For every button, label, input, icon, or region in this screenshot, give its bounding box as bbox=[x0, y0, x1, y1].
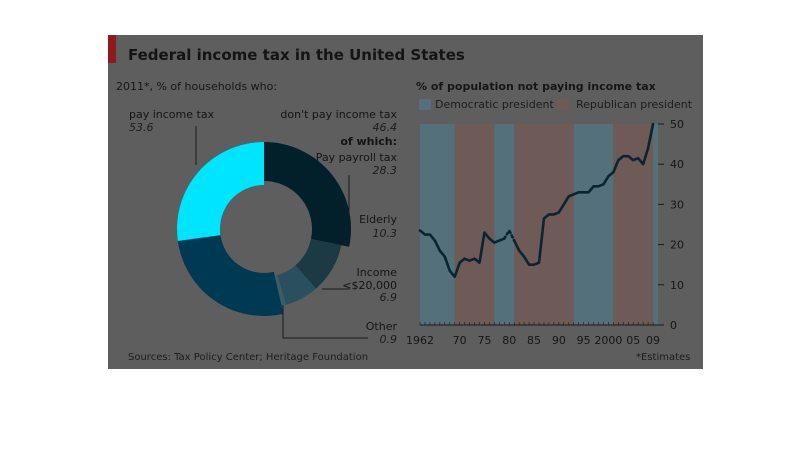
value-income-under-20000: 6.9 bbox=[379, 291, 398, 304]
y-tick-label: 20 bbox=[670, 239, 684, 252]
x-tick-label: 1962 bbox=[406, 334, 434, 347]
y-tick-label: 30 bbox=[670, 198, 684, 211]
donut-slice-income-under-20000 bbox=[277, 265, 316, 305]
label-of-which: of which: bbox=[340, 135, 397, 148]
x-tick-label: 90 bbox=[552, 334, 566, 347]
donut-highlight-pay bbox=[177, 142, 264, 242]
value-pay-payroll-tax: 28.3 bbox=[372, 164, 398, 177]
accent-bar bbox=[108, 35, 116, 63]
series-line-1 bbox=[502, 229, 516, 242]
line-subtitle: % of population not paying income tax bbox=[416, 80, 656, 93]
value-other: 0.9 bbox=[379, 333, 398, 346]
x-tick-label: 2000 bbox=[594, 334, 622, 347]
donut-slice-other bbox=[274, 275, 287, 306]
y-tick-label: 40 bbox=[670, 158, 684, 171]
x-tick-label: 85 bbox=[527, 334, 541, 347]
label-income-under-20000: Income <$20,000 bbox=[342, 266, 397, 292]
label-pay-income-tax: pay income tax bbox=[129, 108, 215, 121]
sources-note: Sources: Tax Policy Center; Heritage Fou… bbox=[128, 352, 369, 363]
legend-swatch-republican bbox=[557, 99, 569, 110]
figure-title: Federal income tax in the United States bbox=[128, 46, 465, 64]
donut-slice-payroll-tax bbox=[264, 142, 351, 247]
legend-label-democratic: Democratic president bbox=[435, 98, 554, 111]
band-democratic-4 bbox=[573, 124, 614, 325]
x-tick-label: 70 bbox=[453, 334, 467, 347]
label-pay-payroll-tax: Pay payroll tax bbox=[315, 151, 397, 164]
legend-swatch-democratic bbox=[419, 99, 431, 110]
legend-label-republican: Republican president bbox=[576, 98, 693, 111]
leader-other bbox=[282, 305, 368, 339]
x-tick-label: 95 bbox=[577, 334, 591, 347]
value-elderly: 10.3 bbox=[372, 227, 398, 240]
band-democratic-0 bbox=[420, 124, 455, 325]
label-dont-pay-income-tax: don't pay income tax bbox=[280, 108, 397, 121]
band-democratic-6 bbox=[653, 124, 658, 325]
x-tick-label: 09 bbox=[646, 334, 660, 347]
label-other: Other bbox=[365, 320, 397, 333]
value-dont-pay-income-tax: 46.4 bbox=[372, 121, 398, 134]
x-tick-label: 05 bbox=[626, 334, 640, 347]
label-elderly: Elderly bbox=[359, 213, 397, 226]
y-tick-label: 0 bbox=[670, 319, 677, 332]
y-tick-label: 10 bbox=[670, 279, 684, 292]
line-chart: 1962 70 75 80 85 90 95 2000 05 09 0 10 20 30 40 50 bbox=[406, 118, 684, 347]
y-tick-label: 50 bbox=[670, 118, 684, 131]
series-line-0 bbox=[418, 229, 506, 279]
donut-subtitle: 2011*, % of households who: bbox=[116, 80, 278, 93]
donut-chart bbox=[177, 126, 368, 339]
donut-slice-elderly bbox=[295, 238, 342, 289]
band-democratic-2 bbox=[494, 124, 515, 325]
x-tick-label: 80 bbox=[502, 334, 516, 347]
series-line-2 bbox=[512, 122, 655, 267]
value-pay-income-tax: 53.6 bbox=[129, 121, 154, 134]
band-republican-1 bbox=[454, 124, 495, 325]
estimates-note: *Estimates bbox=[636, 352, 691, 363]
x-tick-label: 75 bbox=[477, 334, 491, 347]
